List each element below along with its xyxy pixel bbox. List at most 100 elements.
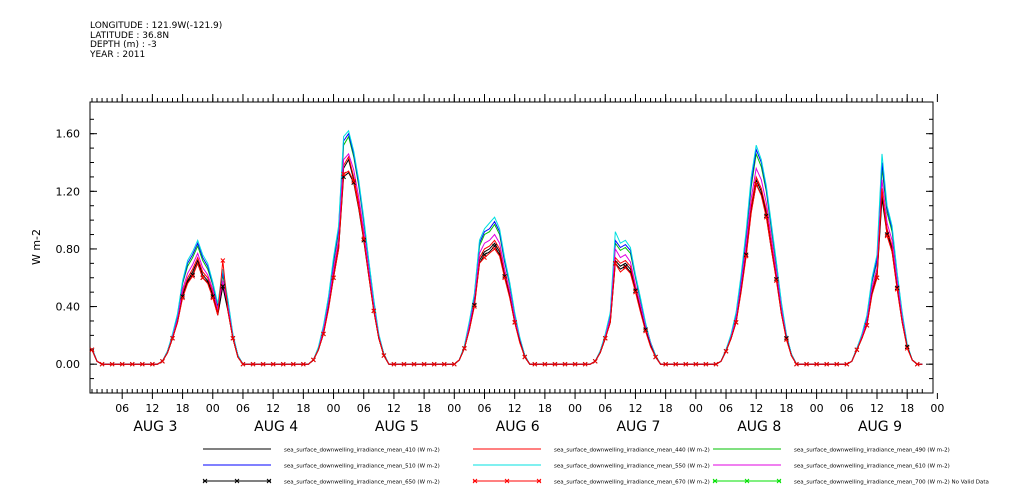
- data-point-marker: [733, 320, 739, 325]
- x-day-label: AUG 6: [496, 419, 540, 435]
- data-point-marker: [542, 361, 548, 367]
- data-point-marker: [160, 358, 165, 364]
- data-point-marker: [361, 236, 367, 242]
- x-hour-label: 18: [779, 402, 793, 415]
- data-point-marker: [502, 275, 507, 281]
- data-point-marker: [643, 328, 648, 334]
- data-point-marker: [552, 361, 558, 367]
- x-hour-label: 06: [115, 402, 129, 415]
- data-point-marker: [210, 295, 216, 301]
- x-hour-label: 06: [598, 402, 612, 415]
- x-hour-label: 06: [236, 402, 250, 415]
- data-point-marker: [240, 361, 246, 367]
- data-point-marker: [99, 361, 105, 367]
- legend-marker: [504, 478, 510, 484]
- legend-marker: [744, 478, 750, 484]
- legend-marker: [234, 478, 240, 484]
- data-point-marker: [170, 335, 175, 341]
- data-point-marker: [421, 361, 427, 367]
- data-point-marker: [502, 273, 507, 279]
- data-point-marker: [300, 361, 306, 367]
- data-point-marker: [904, 345, 910, 351]
- data-point-marker: [673, 361, 679, 367]
- legend-label: sea_surface_downwelling_irradiance_mean_…: [794, 464, 950, 470]
- data-point-marker: [864, 322, 870, 328]
- data-point-marker: [753, 181, 759, 187]
- year-label: YEAR : 2011: [90, 49, 146, 60]
- legend-marker: [202, 478, 208, 484]
- data-point-marker: [713, 361, 719, 367]
- x-hour-label: 12: [508, 402, 522, 415]
- x-hour-label: 12: [145, 402, 159, 415]
- data-point-marker: [512, 320, 518, 325]
- plot-frame: [89, 101, 934, 394]
- x-hour-label: 18: [659, 402, 673, 415]
- data-point-marker: [230, 335, 236, 341]
- data-point-marker: [884, 233, 890, 239]
- data-point-marker: [341, 171, 346, 177]
- data-point-marker: [723, 348, 729, 354]
- x-hour-label: 00: [447, 402, 461, 415]
- x-hour-label: 00: [206, 402, 220, 415]
- x-hour-label: 18: [417, 402, 431, 415]
- data-point-marker: [763, 213, 769, 219]
- data-point-marker: [773, 276, 779, 282]
- data-point-marker: [311, 357, 316, 363]
- series-line: [91, 152, 923, 365]
- x-hour-label: 06: [840, 402, 854, 415]
- data-point-marker: [592, 358, 598, 364]
- data-point-marker: [562, 361, 568, 367]
- data-point-marker: [431, 361, 437, 367]
- data-point-marker: [904, 344, 910, 350]
- legend-label: sea_surface_downwelling_irradiance_mean_…: [554, 464, 710, 470]
- data-point-marker: [572, 361, 578, 367]
- data-point-marker: [532, 361, 538, 367]
- data-point-marker: [150, 361, 155, 367]
- data-point-marker: [623, 265, 628, 271]
- x-hour-label: 00: [568, 402, 582, 415]
- data-point-marker: [784, 335, 789, 341]
- x-day-label: AUG 3: [133, 419, 177, 435]
- data-point-marker: [884, 232, 890, 237]
- data-point-marker: [854, 347, 860, 353]
- data-point-marker: [814, 361, 819, 367]
- x-hour-label: 06: [719, 402, 733, 415]
- data-point-marker: [794, 361, 799, 367]
- data-point-marker: [834, 361, 840, 367]
- legend-marker: [472, 478, 478, 484]
- x-hour-label: 00: [689, 402, 703, 415]
- data-point-marker: [280, 361, 286, 367]
- data-point-marker: [693, 361, 699, 367]
- data-point-marker: [441, 361, 447, 367]
- data-point-marker: [210, 294, 216, 299]
- legend-label: sea_surface_downwelling_irradiance_mean_…: [284, 480, 440, 486]
- data-point-marker: [763, 214, 769, 220]
- data-point-marker: [623, 263, 628, 269]
- data-point-marker: [743, 253, 749, 259]
- data-point-marker: [522, 354, 528, 360]
- series-line: [91, 158, 923, 365]
- legend-marker: [776, 478, 782, 484]
- data-point-marker: [773, 278, 779, 283]
- data-point-marker: [411, 361, 417, 367]
- data-point-marker: [180, 295, 185, 301]
- x-hour-label: 12: [870, 402, 884, 415]
- data-point-marker: [582, 361, 588, 367]
- data-point-marker: [139, 361, 145, 367]
- data-point-marker: [482, 255, 487, 260]
- series-line: [91, 129, 923, 365]
- series-line: [91, 132, 923, 365]
- x-day-label: AUG 9: [858, 419, 902, 435]
- x-hour-label: 06: [357, 402, 371, 415]
- data-point-marker: [633, 289, 638, 295]
- data-point-marker: [89, 347, 95, 353]
- data-point-marker: [643, 327, 648, 332]
- data-point-marker: [119, 361, 125, 367]
- data-point-marker: [894, 285, 900, 291]
- data-point-marker: [844, 361, 850, 367]
- legend-marker: [536, 478, 542, 484]
- series-line: [91, 155, 923, 365]
- x-hour-label: 18: [900, 402, 914, 415]
- x-hour-label: 00: [810, 402, 824, 415]
- data-point-marker: [663, 361, 669, 367]
